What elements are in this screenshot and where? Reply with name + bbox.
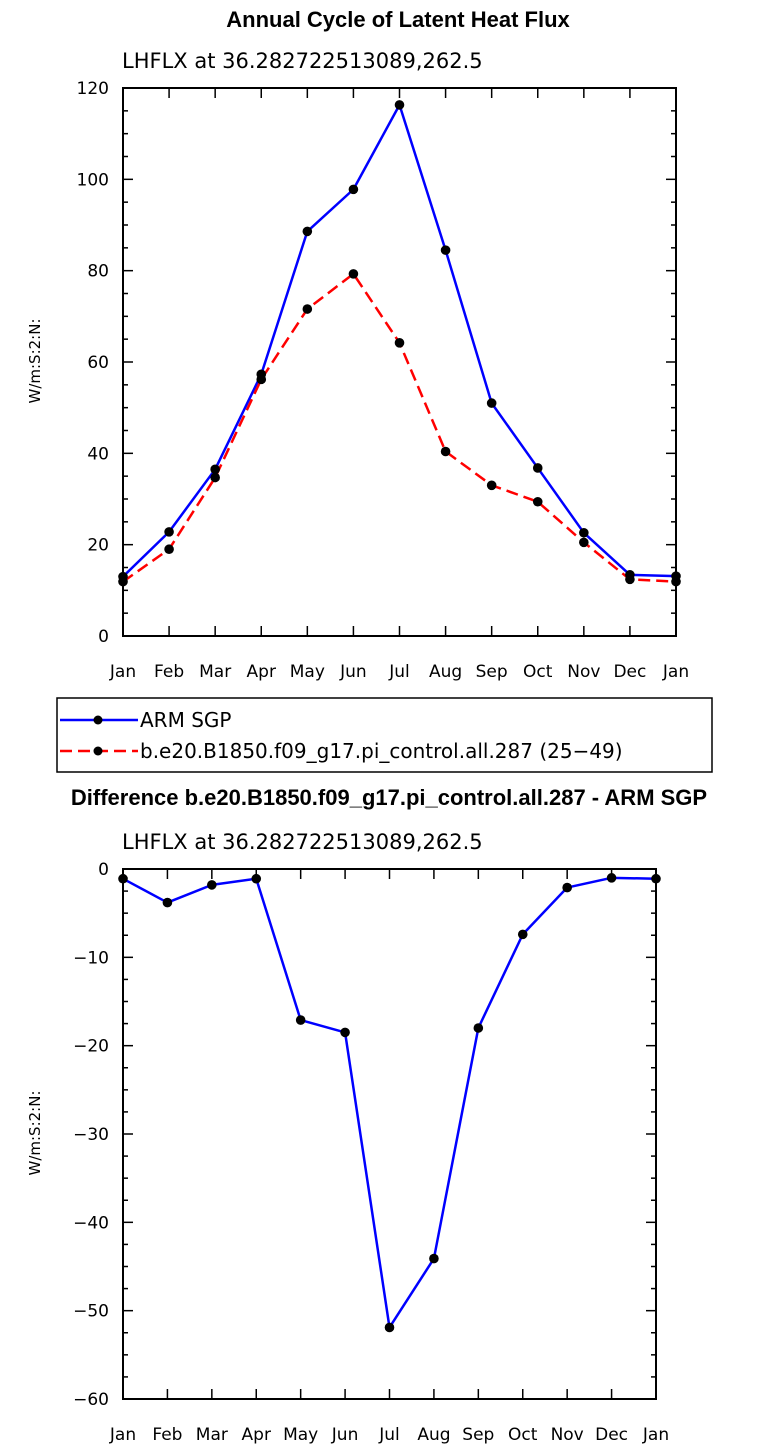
chart2-ytick-label: 0 — [98, 860, 109, 880]
chart1-series-1-point — [164, 544, 174, 555]
chart1-xtick-label: Jan — [109, 662, 136, 682]
chart2-series-0-point — [651, 873, 661, 884]
chart2-series-0-point — [429, 1253, 439, 1264]
chart2-series-0-point — [251, 873, 262, 884]
chart2-xtick-label: May — [283, 1425, 318, 1445]
chart1-xtick-label: Jun — [339, 662, 367, 682]
chart1-series-1-point — [440, 446, 451, 457]
chart1-xtick-label: Mar — [199, 662, 231, 682]
chart1-ytick-label: 20 — [87, 536, 109, 556]
chart2-ytick-label: −20 — [73, 1037, 109, 1057]
chart1-series-0-point — [210, 464, 220, 475]
chart2-xtick-label: Jan — [109, 1425, 136, 1445]
chart2-ylabel: W/m:S:2:N: — [26, 1091, 44, 1176]
chart1-series-0-point — [302, 226, 313, 237]
chart1-xtick-label: Nov — [567, 662, 600, 682]
chart2-series-0-point — [118, 873, 128, 884]
chart1-series-0-point — [164, 527, 174, 537]
chart2-xtick-label: Aug — [417, 1425, 450, 1445]
chart1-series-0-point — [440, 245, 451, 255]
legend-label-model: b.e20.B1850.f09_g17.pi_control.all.287 (… — [140, 739, 623, 763]
chart1-series-0-point — [486, 398, 497, 408]
chart1-series-0-point — [579, 527, 589, 538]
chart1-ytick-label: 80 — [87, 262, 109, 282]
chart2-series-0-point — [473, 1023, 484, 1033]
legend: ARM SGP b.e20.B1850.f09_g17.pi_control.a… — [56, 697, 713, 773]
chart2-xtick-label: Jul — [378, 1425, 400, 1445]
chart2-series-0-point — [384, 1322, 395, 1333]
chart2-xtick-label: Jun — [331, 1425, 359, 1445]
chart2-xtick-label: Dec — [595, 1425, 628, 1445]
chart1-series-1-point — [625, 574, 635, 585]
chart1-xtick-label: Dec — [613, 662, 646, 682]
legend-marker-arm-sgp — [93, 715, 103, 725]
chart1-xtick-label: Apr — [247, 662, 276, 682]
chart1-ytick-label: 60 — [87, 353, 109, 373]
chart2-xtick-label: Sep — [462, 1425, 494, 1445]
chart2-series-0-point — [562, 882, 572, 893]
chart2-xtick-label: Feb — [152, 1425, 182, 1445]
chart1-series-1-point — [348, 269, 359, 279]
chart2-xtick-label: Jan — [642, 1425, 669, 1445]
chart1-ylabel: W/m:S:2:N: — [26, 319, 44, 404]
chart2-ytick-label: −30 — [73, 1125, 109, 1145]
chart1-xtick-label: Feb — [154, 662, 184, 682]
chart1-ytick-label: 40 — [87, 444, 109, 464]
chart2-ytick-label: −10 — [73, 948, 109, 968]
chart2-xtick-label: Apr — [242, 1425, 271, 1445]
chart1-ytick-label: 120 — [77, 79, 109, 99]
chart1-series-0-point — [348, 184, 359, 195]
chart1-series-1-point — [532, 496, 543, 507]
chart1-series-0-point — [532, 463, 543, 473]
chart1-xtick-label: May — [290, 662, 325, 682]
chart1-xtick-label: Aug — [429, 662, 462, 682]
chart2-series-0-line — [122, 876, 657, 1329]
chart2-title: Difference b.e20.B1850.f09_g17.pi_contro… — [71, 785, 707, 810]
chart2-series-0-point — [207, 880, 217, 890]
chart2-series-0-point — [606, 873, 617, 883]
chart1-series-1-point — [210, 472, 220, 483]
chart1-series-1-point — [256, 374, 267, 385]
chart2-xtick-label: Oct — [508, 1425, 538, 1445]
chart2-ytick-label: −60 — [73, 1390, 109, 1410]
chart1-series-1-point — [579, 537, 589, 548]
chart1-series-1-point — [118, 576, 128, 587]
chart1-series-1-point — [302, 304, 313, 314]
chart1-series-1-point — [394, 338, 405, 348]
chart2-subtitle: LHFLX at 36.282722513089,262.5 — [122, 830, 483, 854]
chart2-series-0-point — [517, 929, 528, 940]
chart2-series-0-point — [295, 1015, 306, 1025]
chart2-xtick-label: Nov — [551, 1425, 584, 1445]
chart1-xtick-label: Jan — [662, 662, 689, 682]
chart1-series-1-line — [122, 272, 677, 583]
chart2-xtick-label: Mar — [196, 1425, 228, 1445]
chart1-xtick-label: Oct — [523, 662, 553, 682]
chart1-xtick-label: Sep — [476, 662, 508, 682]
chart1-ytick-label: 100 — [77, 170, 109, 190]
legend-marker-model — [93, 746, 103, 756]
chart1-subtitle: LHFLX at 36.282722513089,262.5 — [122, 49, 483, 73]
chart1-plot: 0 20 40 60 80 100 120 Jan Feb Mar Apr May Jun Jul Aug S… — [77, 79, 690, 682]
chart1-series-0-point — [394, 100, 405, 110]
chart1-series-1-point — [486, 480, 497, 491]
chart2-ytick-label: −40 — [73, 1213, 109, 1233]
chart2-series-0-point — [340, 1027, 350, 1038]
chart2-series-0-point — [162, 897, 173, 908]
chart1-ytick-label: 0 — [98, 627, 109, 647]
legend-box — [56, 697, 713, 773]
chart1-title: Annual Cycle of Latent Heat Flux — [226, 7, 570, 32]
chart1-frame — [122, 87, 677, 637]
legend-label-arm-sgp: ARM SGP — [140, 708, 231, 732]
chart1-series-1-point — [671, 576, 681, 587]
chart1-xtick-label: Jul — [388, 662, 410, 682]
chart2-ytick-label: −50 — [73, 1302, 109, 1322]
